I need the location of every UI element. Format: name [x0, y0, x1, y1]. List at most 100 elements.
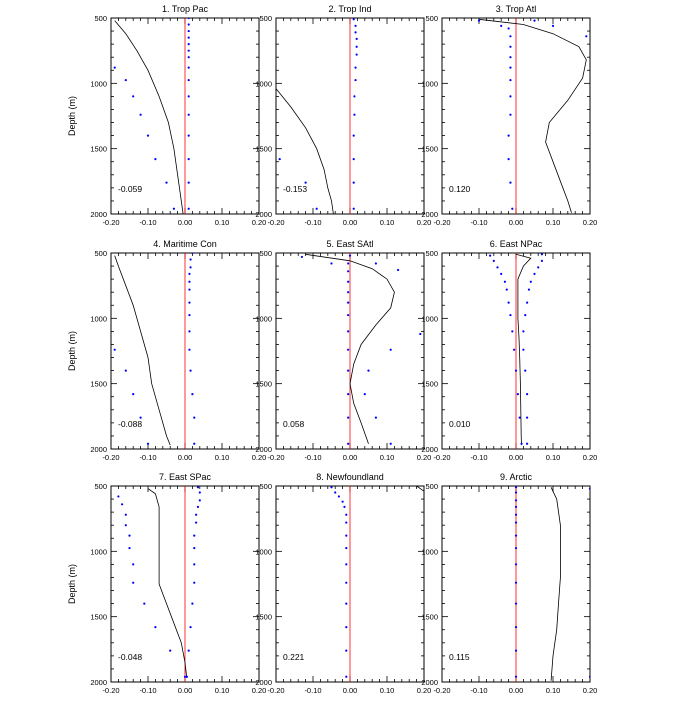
data-point-series2 [529, 280, 532, 283]
x-tick-label: 0.10 [380, 686, 395, 695]
data-point-series2 [189, 369, 192, 372]
data-point [505, 288, 508, 291]
data-point-series2 [347, 270, 350, 273]
data-point [183, 675, 187, 678]
data-point-series2 [347, 442, 350, 445]
panel-7: 7. East SPac -0.20 -0.10 0.00 0.10 0.20 500 100… [67, 472, 266, 695]
data-point-series2 [347, 330, 350, 333]
x-tick-label: 0.00 [343, 218, 358, 227]
data-point-series2 [514, 563, 518, 566]
data-point [363, 393, 366, 396]
x-tick-label: 0.20 [417, 686, 432, 695]
data-point [124, 369, 127, 372]
data-point-series2 [196, 486, 200, 489]
data-point-series2 [347, 369, 350, 372]
y-tick-label: 2000 [421, 678, 438, 687]
data-point-series2 [352, 207, 355, 210]
data-point-series2 [509, 95, 512, 98]
data-point [300, 255, 303, 259]
data-point-series2 [187, 18, 190, 20]
y-tick-label: 500 [94, 14, 107, 23]
x-tick-label: -0.10 [139, 218, 156, 227]
data-point [533, 19, 536, 22]
data-point [113, 348, 116, 351]
data-point [507, 301, 510, 304]
x-tick-label: 0.10 [546, 686, 561, 695]
data-point-series2 [514, 581, 518, 584]
data-point [169, 649, 172, 652]
data-point-series2 [196, 505, 200, 509]
y-tick-label: 1000 [421, 547, 438, 556]
data-point-series2 [188, 280, 191, 283]
x-tick-label: -0.10 [470, 686, 487, 695]
data-point-series2 [187, 95, 190, 98]
data-point-series2 [507, 134, 510, 137]
data-point [337, 495, 340, 498]
x-tick-label: -0.10 [470, 218, 487, 227]
x-tick-label: -0.20 [267, 453, 284, 462]
x-tick-label: 0.10 [546, 453, 561, 462]
data-point-series2 [514, 602, 518, 605]
data-point [146, 442, 150, 445]
data-point-series2 [188, 330, 191, 333]
data-point-series2 [187, 113, 190, 116]
data-point-series2 [188, 272, 191, 276]
data-point [139, 416, 142, 419]
data-point-series2 [191, 602, 194, 605]
y-tick-label: 2000 [255, 445, 272, 454]
data-point [419, 332, 422, 336]
y-tick-label: 1500 [255, 613, 272, 622]
data-point-series2 [193, 534, 196, 537]
data-point-series2 [188, 288, 191, 291]
panel-data [300, 253, 422, 445]
x-tick-label: -0.10 [139, 686, 156, 695]
data-point [154, 626, 157, 629]
panel-title: 1. Trop Pac [162, 4, 209, 14]
data-point [143, 602, 146, 605]
panel-8: 8. Newfoundland -0.20 -0.10 0.00 0.10 0.20 500… [255, 472, 431, 695]
data-point [374, 416, 377, 419]
x-tick-label: 0.20 [583, 218, 598, 227]
data-point [128, 546, 131, 550]
data-point-series2 [509, 78, 512, 82]
data-point [165, 181, 168, 184]
y-tick-label: 2000 [421, 210, 438, 219]
data-point-series2 [187, 134, 190, 137]
data-point-series2 [189, 626, 192, 629]
x-tick-label: -0.10 [139, 453, 156, 462]
x-tick-label: -0.20 [433, 453, 450, 462]
panel-data [276, 18, 358, 214]
panel-9: 9. Arctic -0.20 -0.10 0.00 0.10 0.20 500 1000 15… [421, 472, 597, 695]
data-point-series2 [347, 301, 350, 304]
data-point [172, 207, 175, 210]
data-point [345, 649, 348, 652]
data-point [489, 254, 492, 257]
panel-title: 5. East SAtl [326, 239, 373, 249]
x-tick-label: 0.10 [215, 686, 230, 695]
y-axis-label: Depth (m) [67, 564, 77, 604]
data-point-series2 [354, 24, 357, 27]
data-point-series2 [514, 649, 518, 652]
y-tick-label: 500 [425, 249, 438, 258]
x-tick-label: 0.00 [178, 686, 193, 695]
data-point-series2 [187, 49, 190, 52]
panel-data [330, 486, 424, 678]
x-tick-label: -0.10 [470, 453, 487, 462]
data-point [117, 495, 120, 498]
data-point [588, 487, 590, 490]
panel-data [113, 18, 190, 214]
panel-title: 7. East SPac [159, 472, 212, 482]
x-tick-label: 0.20 [252, 453, 267, 462]
data-point [154, 158, 157, 161]
data-point [315, 207, 318, 210]
y-tick-label: 1500 [421, 380, 438, 389]
data-point-series2 [514, 546, 518, 550]
data-point-series2 [355, 45, 358, 48]
profile-line [305, 253, 395, 444]
y-tick-label: 1500 [421, 145, 438, 154]
data-point-series2 [188, 313, 191, 317]
y-tick-label: 2000 [90, 678, 107, 687]
data-point-series2 [187, 649, 190, 652]
panel-6: 6. East NPac -0.20 -0.10 0.00 0.10 0.20 500 100… [421, 239, 597, 462]
